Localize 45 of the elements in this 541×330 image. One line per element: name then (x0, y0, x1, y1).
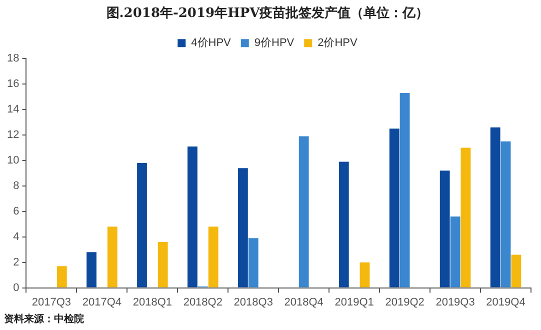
bar (511, 254, 522, 288)
bar (56, 266, 67, 288)
y-tick-label: 0 (13, 282, 20, 294)
bar (360, 262, 370, 288)
bar (338, 162, 349, 288)
bar (298, 136, 309, 288)
bar (238, 168, 248, 288)
y-tick-label: 14 (6, 104, 20, 116)
x-tick-label: 2018Q1 (132, 296, 172, 308)
x-tick-label: 2019Q1 (334, 296, 374, 308)
bar (86, 252, 96, 288)
x-tick-label: 2019Q3 (436, 296, 475, 308)
bar (500, 141, 511, 288)
x-tick-label: 2018Q2 (183, 296, 222, 308)
bar (440, 170, 450, 288)
y-tick-label: 16 (6, 78, 20, 90)
chart-title: 图.2018年-2019年HPV疫苗批签发产值（单位：亿） (106, 5, 429, 22)
y-tick-label: 18 (6, 52, 20, 65)
y-tick-label: 4 (13, 230, 20, 243)
bar (137, 163, 147, 288)
bar (460, 148, 471, 288)
y-tick-label: 2 (13, 256, 20, 268)
x-tick-label: 2017Q4 (82, 296, 122, 308)
legend-label: 4价HPV (191, 37, 232, 50)
y-tick-label: 8 (13, 180, 20, 192)
bar (188, 146, 198, 288)
y-tick-label: 12 (6, 129, 20, 142)
x-tick-label: 2017Q3 (32, 296, 72, 308)
y-tick-label: 10 (6, 154, 20, 166)
bar (158, 242, 168, 288)
bar (450, 216, 460, 288)
bar (208, 226, 218, 288)
y-tick-label: 6 (13, 205, 20, 218)
legend-label: 2价HPV (318, 37, 358, 50)
bar (107, 226, 118, 288)
x-tick-label: 2019Q4 (486, 296, 526, 308)
bar (400, 92, 410, 288)
legend-label: 9价HPV (254, 37, 295, 50)
bar (490, 127, 500, 288)
text: 资料来源：中检院 (3, 312, 85, 327)
bar (248, 238, 258, 288)
bar (389, 128, 400, 288)
x-tick-label: 2018Q3 (234, 296, 273, 308)
x-tick-label: 2019Q2 (385, 296, 424, 308)
x-tick-label: 2018Q4 (284, 296, 324, 308)
